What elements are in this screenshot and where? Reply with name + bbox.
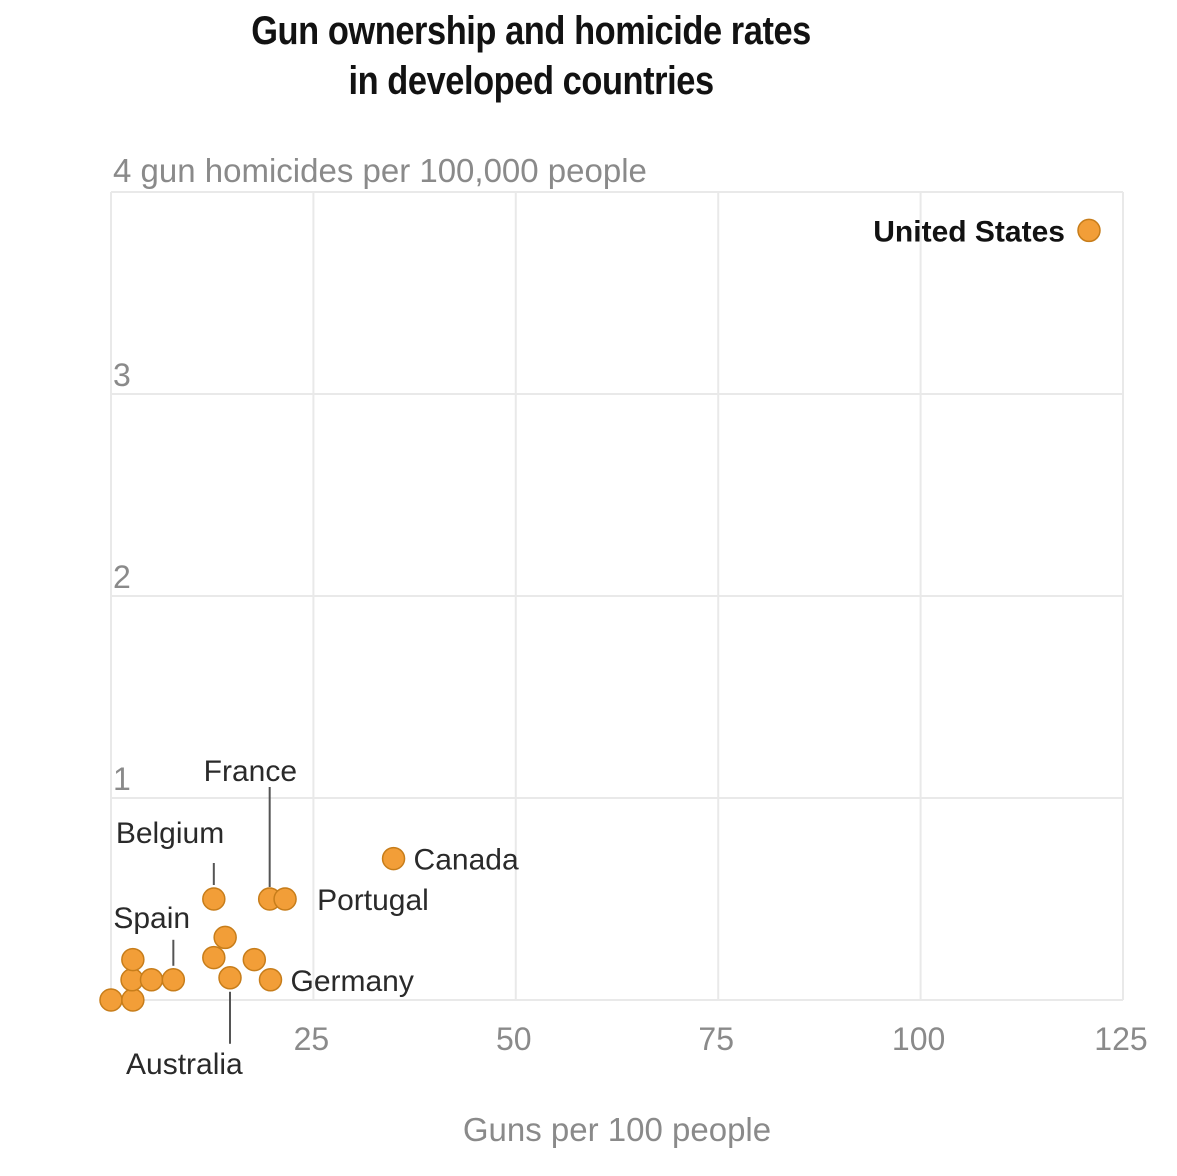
y-axis-label: 4 gun homicides per 100,000 people <box>113 152 647 189</box>
y-tick-label: 1 <box>113 761 131 797</box>
point-labels: Spain Australia Germany Belgium France Portug… <box>113 215 1065 1080</box>
y-tick-labels: 1 2 3 <box>113 357 131 797</box>
x-tick-labels: 25 50 75 100 125 <box>294 1021 1148 1057</box>
point-label-germany: Germany <box>290 965 413 998</box>
data-point <box>242 947 267 972</box>
point-label-france: France <box>204 755 297 788</box>
chart-title-line-1: Gun ownership and homicide rates <box>251 9 811 53</box>
data-point-australia <box>218 966 242 990</box>
grid-layer <box>110 191 1124 1001</box>
chart-title-line-2: in developed countries <box>348 59 714 103</box>
leader-lines <box>172 787 271 1044</box>
chart-title: Gun ownership and homicide rates in deve… <box>0 6 1062 106</box>
x-tick-label: 50 <box>496 1021 532 1057</box>
x-axis-label: Guns per 100 people <box>463 1111 771 1148</box>
data-point-portugal <box>273 887 297 911</box>
point-label-united-states: United States <box>873 215 1065 248</box>
data-points <box>99 218 1101 1012</box>
data-point <box>202 945 226 970</box>
point-label-belgium: Belgium <box>116 817 224 850</box>
data-point <box>99 988 123 1012</box>
data-point-canada <box>381 846 406 871</box>
x-tick-label: 125 <box>1094 1021 1147 1057</box>
data-point-united-states <box>1077 218 1101 243</box>
data-point <box>139 968 164 992</box>
data-point <box>213 925 237 950</box>
point-label-portugal: Portugal <box>317 884 429 917</box>
x-tick-label: 75 <box>698 1021 734 1057</box>
point-label-canada: Canada <box>414 844 519 877</box>
data-point <box>121 988 145 1012</box>
y-tick-label: 3 <box>113 357 131 393</box>
x-tick-label: 25 <box>294 1021 330 1057</box>
data-point <box>121 947 145 972</box>
y-tick-label: 2 <box>113 559 131 595</box>
data-point-belgium <box>202 887 226 911</box>
point-label-spain: Spain <box>113 902 190 935</box>
point-label-australia: Australia <box>126 1048 243 1081</box>
data-point-germany <box>258 968 283 992</box>
data-point-spain <box>161 968 186 992</box>
x-tick-label: 100 <box>892 1021 945 1057</box>
